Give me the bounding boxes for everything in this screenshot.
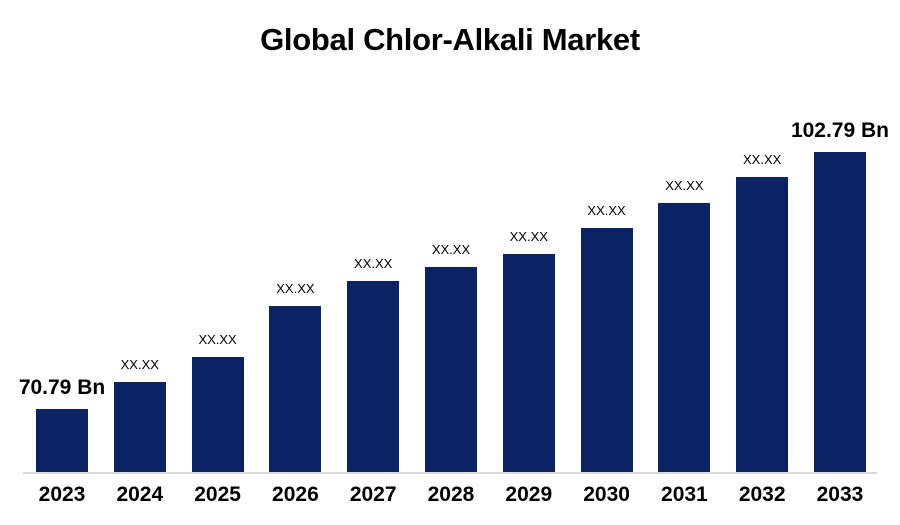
bar-value-label-2027: XX.XX bbox=[354, 255, 393, 271]
bar-value-label-2025: XX.XX bbox=[198, 331, 237, 347]
bar-value-label-2032: XX.XX bbox=[743, 151, 782, 167]
x-axis-label-2033: 2033 bbox=[816, 483, 864, 506]
x-axis-labels: 2023 2024 2025 2026 2027 2028 2029 2030 … bbox=[36, 483, 866, 507]
x-axis-label-2026: 2026 bbox=[272, 483, 319, 506]
bar-column-2033: 102.79 Bn bbox=[791, 119, 889, 472]
bar-value-label-2026: XX.XX bbox=[276, 280, 315, 296]
x-axis-line bbox=[23, 472, 877, 474]
x-axis-label-2027: 2027 bbox=[349, 483, 397, 506]
chart-title: Global Chlor-Alkali Market bbox=[260, 22, 640, 57]
bar-value-label-2031: XX.XX bbox=[665, 177, 704, 193]
bar-2029 bbox=[502, 254, 555, 472]
bar-2025 bbox=[191, 357, 244, 472]
x-axis-label-2024: 2024 bbox=[116, 483, 164, 506]
x-axis-label-2023: 2023 bbox=[38, 483, 86, 506]
bar-value-label-2023: 70.79 Bn bbox=[18, 375, 106, 399]
bar-value-label-2024: XX.XX bbox=[120, 356, 159, 372]
x-axis-label-2029: 2029 bbox=[505, 483, 553, 506]
x-axis-label-2028: 2028 bbox=[427, 483, 475, 506]
bar-value-label-2029: XX.XX bbox=[509, 228, 548, 244]
bar-column-2029: XX.XX bbox=[502, 228, 555, 472]
bar-2024 bbox=[113, 382, 166, 472]
bar-column-2032: XX.XX bbox=[736, 151, 789, 472]
bar-2033 bbox=[813, 152, 866, 472]
bar-column-2024: XX.XX bbox=[113, 356, 166, 472]
bar-column-2031: XX.XX bbox=[658, 177, 711, 472]
bar-column-2027: XX.XX bbox=[347, 255, 400, 472]
bar-2028 bbox=[424, 267, 477, 472]
bar-column-2023: 70.79 Bn bbox=[19, 376, 105, 472]
bar-value-label-2030: XX.XX bbox=[587, 202, 626, 218]
x-axis-label-2025: 2025 bbox=[194, 483, 241, 506]
x-axis-label-2030: 2030 bbox=[583, 483, 630, 506]
bar-2031 bbox=[658, 203, 711, 472]
bar-column-2030: XX.XX bbox=[580, 202, 633, 472]
bar-2026 bbox=[269, 306, 322, 472]
bar-column-2026: XX.XX bbox=[269, 280, 322, 472]
x-axis-label-2032: 2032 bbox=[738, 483, 786, 506]
x-axis-label-2031: 2031 bbox=[661, 483, 708, 506]
bar-2023 bbox=[36, 409, 88, 472]
bar-column-2028: XX.XX bbox=[424, 241, 477, 472]
bar-value-label-2033: 102.79 Bn bbox=[790, 118, 889, 142]
bar-2027 bbox=[347, 281, 400, 472]
bar-2030 bbox=[580, 228, 633, 472]
bar-value-label-2028: XX.XX bbox=[431, 241, 471, 257]
bar-2032 bbox=[736, 177, 789, 472]
bar-column-2025: XX.XX bbox=[191, 331, 244, 472]
bars-row: 70.79 Bn XX.XX XX.XX XX.XX XX.XX XX.XX X… bbox=[19, 119, 889, 472]
